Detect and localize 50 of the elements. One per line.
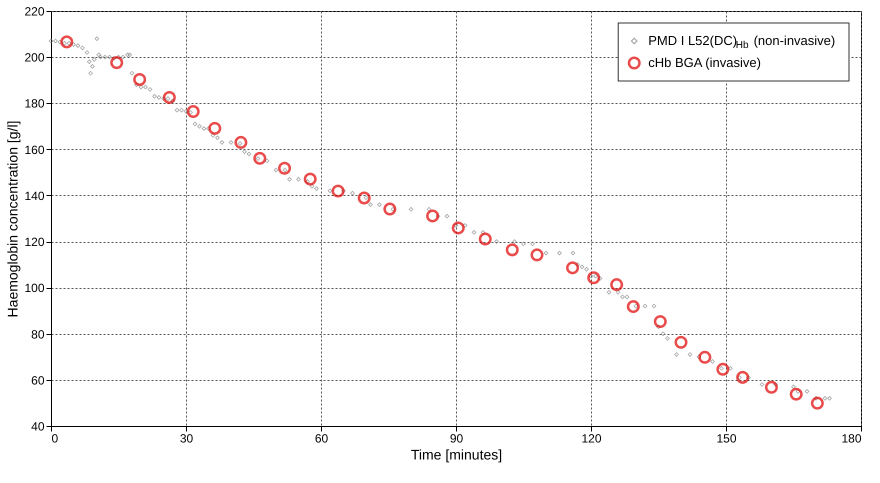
x-tick-label: 0 (52, 432, 58, 446)
y-tick-label: 100 (24, 281, 45, 296)
point (60, 35, 74, 48)
point (506, 243, 519, 256)
point (332, 184, 345, 198)
point (478, 232, 492, 246)
y-tick-label: 200 (24, 50, 45, 65)
x-tick-label: 30 (180, 432, 194, 446)
point (162, 90, 176, 104)
y-tick-label: 180 (24, 96, 45, 111)
point (764, 380, 778, 394)
x-axis-title: Time [minutes] (410, 446, 502, 462)
point (304, 172, 317, 186)
y-tick-label: 60 (31, 373, 45, 388)
point (736, 370, 750, 384)
point (253, 152, 266, 165)
point (810, 396, 824, 410)
point (610, 278, 624, 292)
point (278, 162, 292, 175)
x-tick-label: 180 (841, 432, 862, 446)
point (110, 56, 124, 70)
x-tick-label: 120 (581, 432, 602, 446)
point (452, 221, 465, 234)
point (698, 350, 712, 364)
point (426, 209, 440, 222)
point (674, 336, 688, 349)
x-tick-label: 90 (450, 432, 464, 446)
point (530, 248, 544, 262)
point (790, 388, 803, 401)
point (208, 122, 222, 135)
point (383, 202, 396, 216)
point (186, 105, 200, 118)
point (716, 362, 730, 376)
y-tick-label: 160 (24, 142, 45, 157)
point (587, 271, 600, 284)
y-tick-label: 40 (31, 420, 45, 434)
point (654, 315, 667, 328)
y-tick-label: 80 (31, 327, 45, 342)
point (234, 136, 248, 149)
y-tick-label: 120 (24, 235, 45, 250)
legend-label: cHb BGA (invasive) (648, 55, 761, 70)
point (566, 261, 580, 274)
point (358, 191, 371, 204)
x-tick-label: 60 (314, 432, 328, 446)
y-tick-label: 140 (24, 188, 45, 203)
x-tick-label: 150 (716, 432, 737, 446)
y-axis-title: Haemoglobin concentration [g/l] (4, 120, 20, 318)
point (626, 300, 640, 314)
y-tick-label: 220 (24, 4, 45, 18)
point (133, 72, 146, 86)
